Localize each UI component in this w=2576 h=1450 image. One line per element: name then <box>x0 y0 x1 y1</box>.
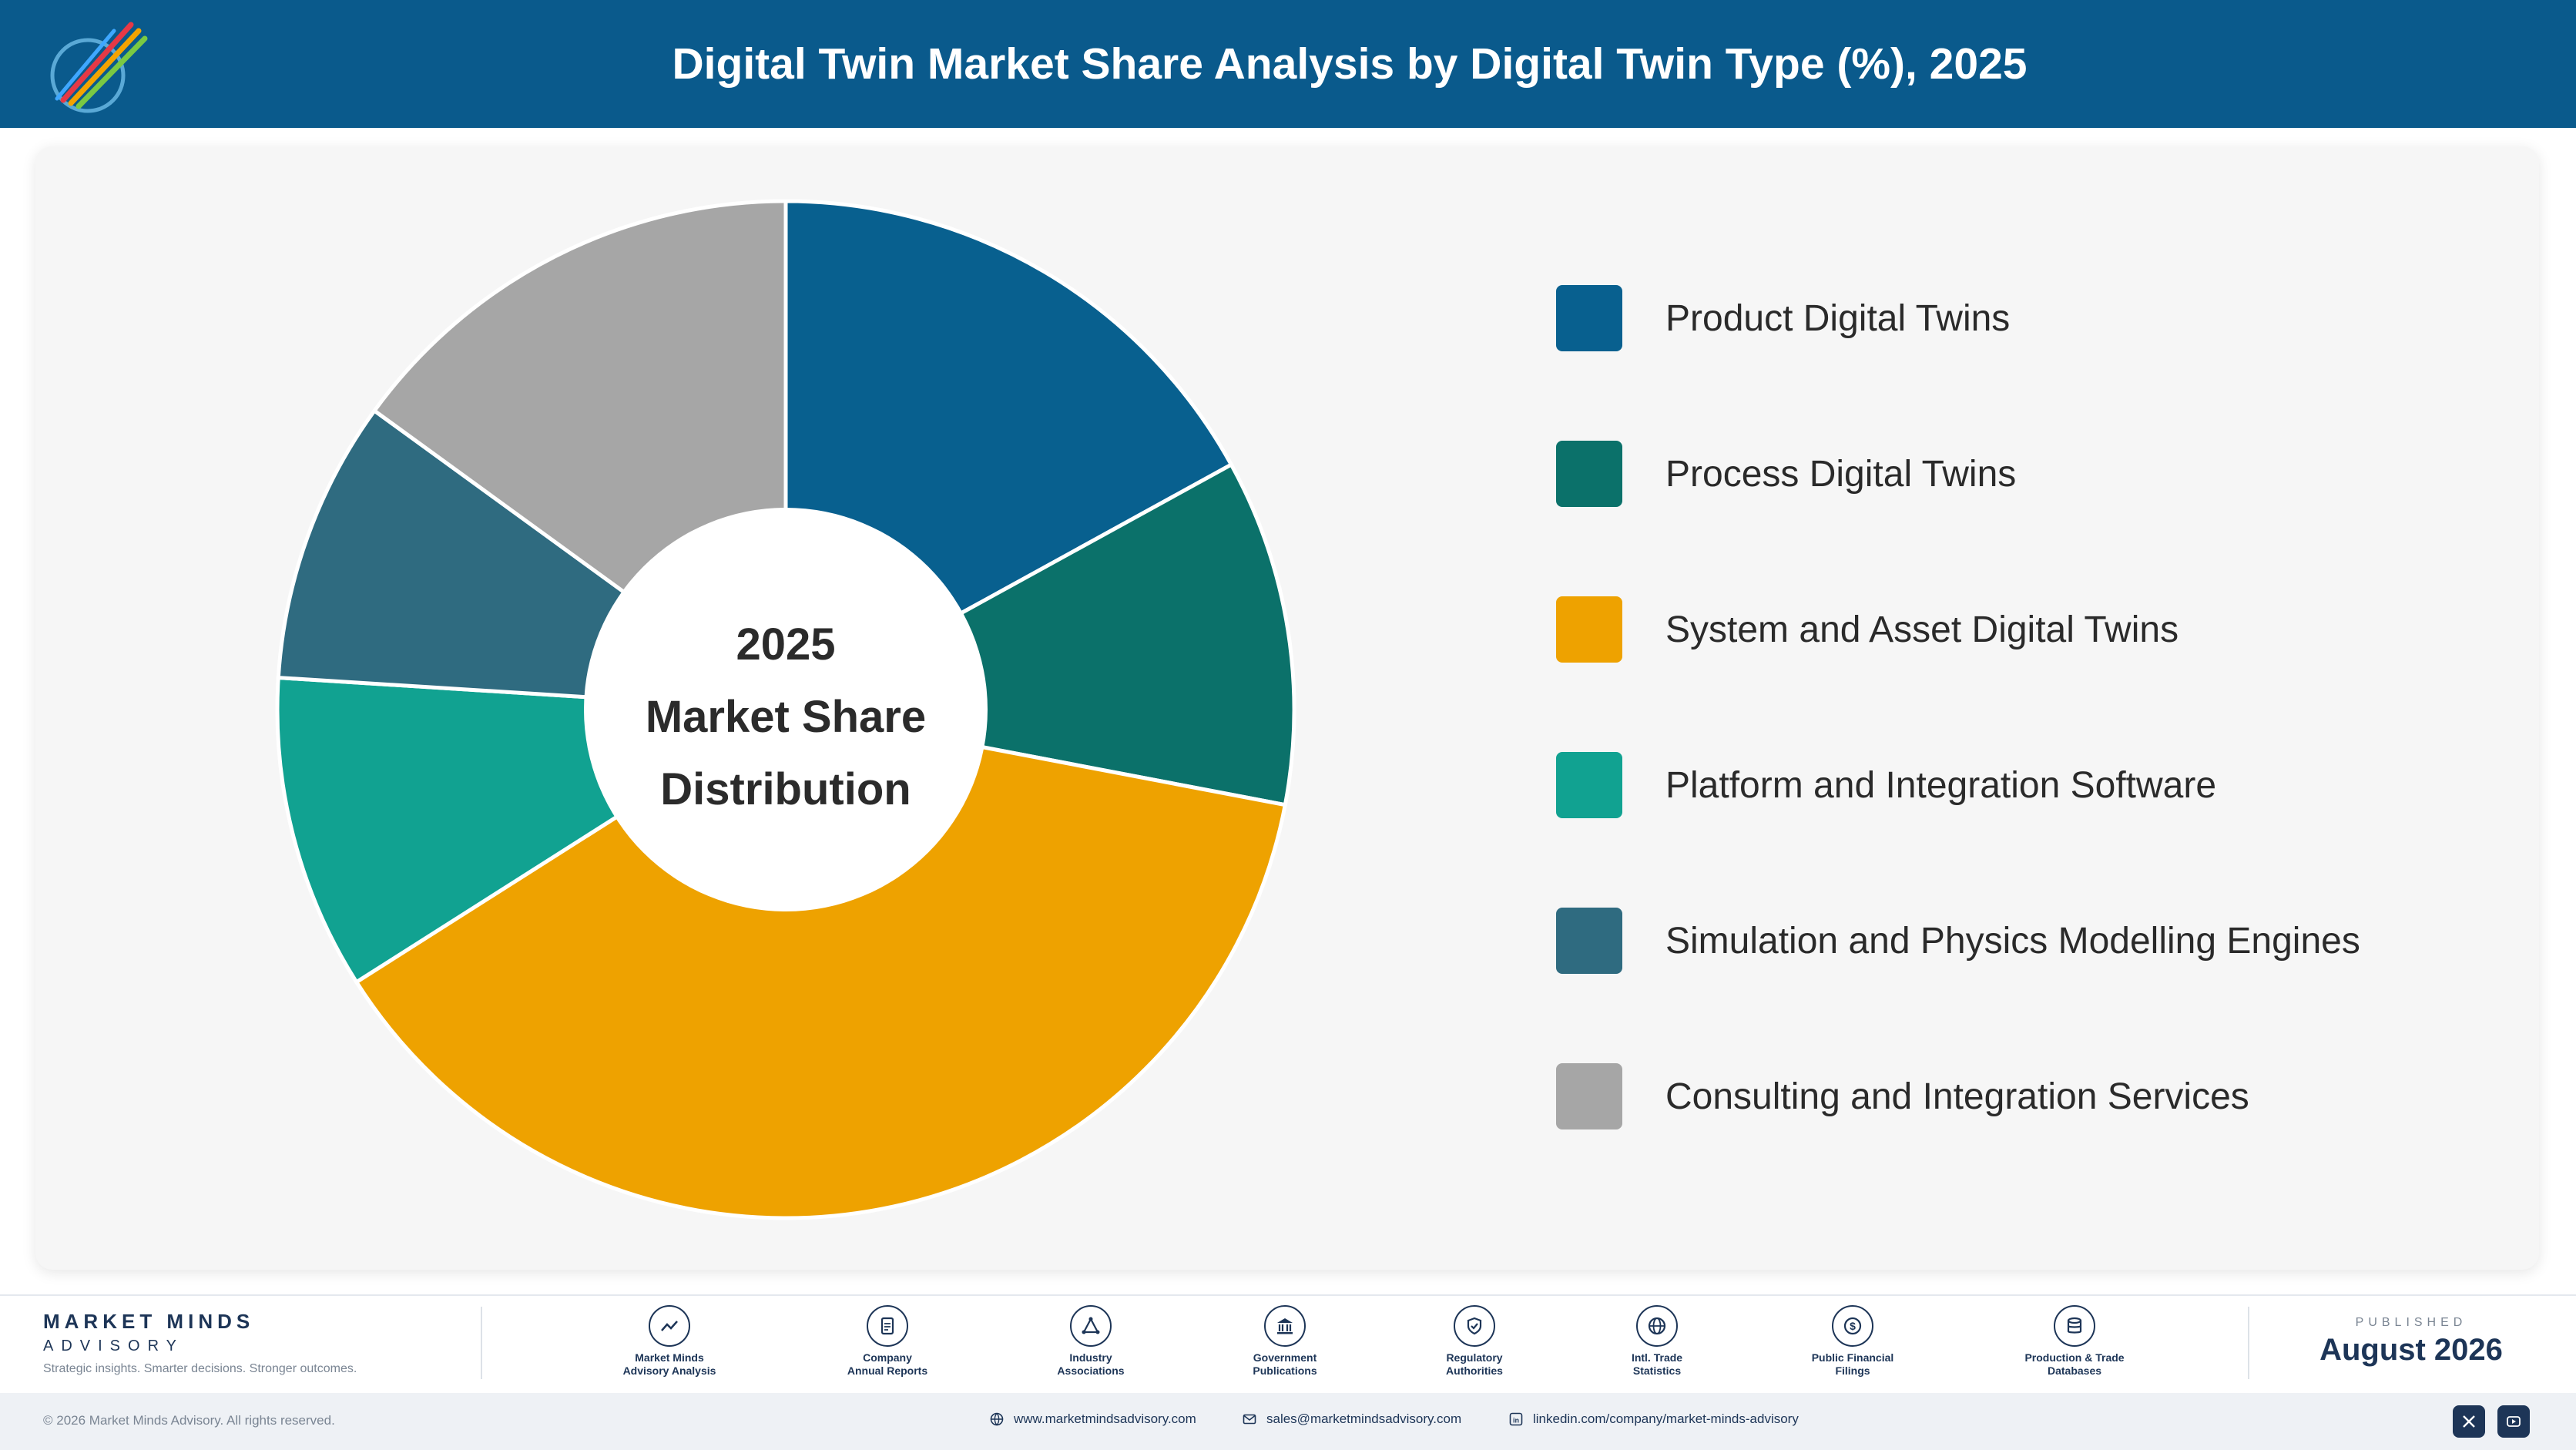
center-label-line3: Distribution <box>660 764 911 814</box>
email-link[interactable]: sales@marketmindsadvisory.com <box>1242 1411 1461 1427</box>
legend-item-platform: Platform and Integration Software <box>1556 752 2216 818</box>
legend-label: Platform and Integration Software <box>1665 764 2217 806</box>
email-text: sales@marketmindsadvisory.com <box>1266 1411 1462 1426</box>
company-logo <box>50 22 148 113</box>
source-label-line1: Regulatory <box>1446 1351 1503 1364</box>
dollar-coin-icon: $ <box>1832 1305 1873 1347</box>
legend-label: Process Digital Twins <box>1665 453 2017 495</box>
website-link[interactable]: www.marketmindsadvisory.com <box>989 1411 1196 1427</box>
legend-label: Simulation and Physics Modelling Engines <box>1665 920 2360 962</box>
x-social-button[interactable] <box>2453 1405 2485 1438</box>
youtube-social-button[interactable] <box>2497 1405 2530 1438</box>
legend-item-process: Process Digital Twins <box>1556 441 2016 507</box>
legend-swatch <box>1556 908 1622 974</box>
header-bar <box>0 0 2576 128</box>
legend-swatch <box>1556 1063 1622 1129</box>
brand-tagline: Strategic insights. Smarter decisions. S… <box>43 1362 357 1375</box>
legend-label: Consulting and Integration Services <box>1665 1076 2249 1117</box>
source-public-financial-filings: $ Public Financial Filings <box>1776 1305 1930 1378</box>
source-label-line2: Databases <box>2047 1364 2102 1377</box>
published-date: August 2026 <box>2319 1333 2503 1367</box>
brand-name: MARKET MINDS <box>43 1310 255 1333</box>
published-label: PUBLISHED <box>2355 1316 2467 1329</box>
center-label-year: 2025 <box>736 619 836 670</box>
legend-swatch <box>1556 285 1622 351</box>
source-label-line2: Associations <box>1057 1364 1125 1377</box>
source-label-line1: Public Financial <box>1811 1351 1894 1364</box>
donut-center-label: 2025 Market Share Distribution <box>632 609 940 826</box>
chart-title: Digital Twin Market Share Analysis by Di… <box>672 39 2028 89</box>
trend-chart-icon <box>649 1305 690 1347</box>
globe-icon <box>990 1412 1004 1426</box>
source-label-line2: Filings <box>1835 1364 1870 1377</box>
legend-item-product: Product Digital Twins <box>1556 285 2010 351</box>
legend-item-consulting: Consulting and Integration Services <box>1556 1063 2249 1129</box>
website-text: www.marketmindsadvisory.com <box>1014 1411 1196 1426</box>
legend-label: System and Asset Digital Twins <box>1665 609 2179 650</box>
source-government-publications: Government Publications <box>1208 1305 1362 1378</box>
legend-swatch <box>1556 596 1622 663</box>
x-logo-icon <box>2463 1415 2475 1428</box>
source-intl-trade-statistics: Intl. Trade Statistics <box>1580 1305 1734 1378</box>
source-label-line2: Annual Reports <box>847 1364 928 1377</box>
legend-item-simulation: Simulation and Physics Modelling Engines <box>1556 908 2360 974</box>
shield-check-icon <box>1454 1305 1495 1347</box>
legend-item-system-asset: System and Asset Digital Twins <box>1556 596 2179 663</box>
footer-divider <box>0 1294 2576 1296</box>
source-label-line1: Government <box>1253 1351 1317 1364</box>
source-label-line1: Production & Trade <box>2024 1351 2125 1364</box>
source-market-minds-analysis: Market Minds Advisory Analysis <box>592 1305 746 1378</box>
linkedin-link[interactable]: in linkedin.com/company/market-minds-adv… <box>1508 1411 1799 1427</box>
bottom-bar <box>0 1393 2576 1450</box>
source-label-line1: Company <box>863 1351 912 1364</box>
network-icon <box>1070 1305 1112 1347</box>
source-company-reports: Company Annual Reports <box>810 1305 964 1378</box>
legend-swatch <box>1556 752 1622 818</box>
source-label-line1: Intl. Trade <box>1631 1351 1683 1364</box>
government-building-icon <box>1264 1305 1306 1347</box>
youtube-icon <box>2507 1416 2521 1427</box>
donut-hole <box>584 508 988 911</box>
document-icon <box>867 1305 908 1347</box>
mail-icon <box>1243 1414 1256 1425</box>
brand-subname: ADVISORY <box>43 1338 184 1354</box>
legend-label: Product Digital Twins <box>1665 297 2011 339</box>
center-label-line2: Market Share <box>645 692 927 742</box>
globe-icon <box>1636 1305 1678 1347</box>
source-label-line1: Industry <box>1069 1351 1112 1364</box>
footer-separator <box>2248 1307 2249 1379</box>
source-label-line2: Authorities <box>1446 1364 1503 1377</box>
source-label-line2: Advisory Analysis <box>622 1364 716 1377</box>
source-label-line2: Publications <box>1253 1364 1317 1377</box>
source-label-line2: Statistics <box>1632 1364 1682 1377</box>
svg-text:$: $ <box>1850 1320 1856 1332</box>
source-production-trade-databases: Production & Trade Databases <box>1997 1305 2152 1378</box>
database-icon <box>2054 1305 2095 1347</box>
footer-separator <box>481 1307 482 1379</box>
linkedin-text: linkedin.com/company/market-minds-adviso… <box>1533 1411 1799 1426</box>
linkedin-icon: in <box>1509 1412 1523 1426</box>
legend-swatch <box>1556 441 1622 507</box>
source-regulatory-authorities: Regulatory Authorities <box>1397 1305 1551 1378</box>
copyright-text: © 2026 Market Minds Advisory. All rights… <box>43 1413 335 1428</box>
source-label-line1: Market Minds <box>635 1351 704 1364</box>
donut-chart <box>277 201 1294 1218</box>
svg-text:in: in <box>1513 1417 1519 1425</box>
source-industry-associations: Industry Associations <box>1014 1305 1168 1378</box>
